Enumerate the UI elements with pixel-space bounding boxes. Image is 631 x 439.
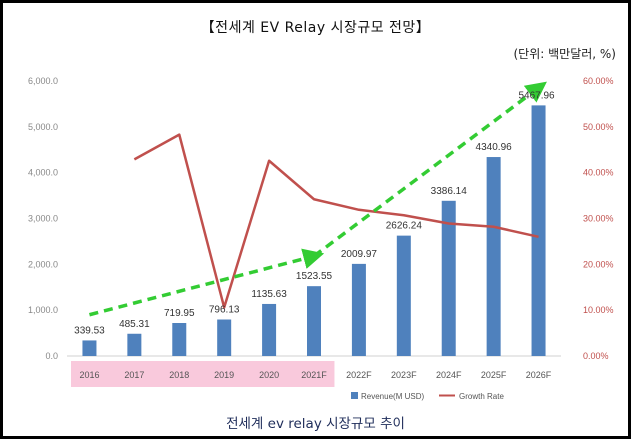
y-right-tick: 60.00% <box>583 76 614 86</box>
trend-arrow <box>312 81 547 258</box>
bar <box>82 340 97 356</box>
x-tick-label: 2017 <box>124 370 144 380</box>
x-tick-label: 2023F <box>391 370 417 380</box>
bar <box>307 286 321 356</box>
data-label: 339.53 <box>74 325 105 336</box>
y-left-tick: 5,000.0 <box>28 122 58 132</box>
x-tick-label: 2021F <box>301 370 327 380</box>
y-right-tick: 30.00% <box>583 214 614 224</box>
bar <box>351 263 366 356</box>
data-label: 2009.97 <box>341 249 378 260</box>
x-tick-label: 2018 <box>169 370 189 380</box>
chart-svg: 0.0 1,000.0 2,000.0 3,000.0 4,000.0 5,000.0 6,… <box>28 76 614 401</box>
y-left-tick: 0.0 <box>45 351 58 361</box>
bar <box>172 323 187 356</box>
data-label: 3386.14 <box>431 186 468 197</box>
trend-arrow <box>89 248 325 317</box>
y-left-tick: 4,000.0 <box>28 168 58 178</box>
data-label: 4340.96 <box>476 142 513 153</box>
bar <box>531 105 546 357</box>
legend-label-growth: Growth Rate <box>459 392 504 401</box>
y-left-tick: 6,000.0 <box>28 76 58 86</box>
y-right-tick: 20.00% <box>583 259 614 269</box>
bar <box>217 319 232 356</box>
y-right-tick: 50.00% <box>583 122 614 132</box>
growth-line <box>133 133 539 309</box>
data-label: 719.95 <box>164 308 195 319</box>
y-left-tick: 3,000.0 <box>28 214 58 224</box>
chart-title: 【전세계 EV Relay 시장규모 전망】 <box>200 20 431 36</box>
data-label: 1135.63 <box>251 289 287 300</box>
data-label: 1523.55 <box>296 271 333 282</box>
legend-label-revenue: Revenue(M USD) <box>361 392 424 401</box>
data-label: 485.31 <box>119 319 150 330</box>
y-left-tick: 1,000.0 <box>28 305 58 315</box>
highlight-band <box>71 361 335 387</box>
data-label: 5467.96 <box>518 90 555 101</box>
bar <box>441 200 456 356</box>
y-right-tick: 0.00% <box>583 351 609 361</box>
data-label: 796.13 <box>209 305 240 316</box>
y-right-tick: 40.00% <box>583 168 614 178</box>
chart-frame: 【전세계 EV Relay 시장규모 전망】 (단위: 백만달러, %) 0.0… <box>3 3 628 436</box>
x-tick-label: 2016 <box>79 370 99 380</box>
x-tick-label: 2024F <box>436 370 462 380</box>
bar <box>127 333 142 356</box>
x-tick-label: 2022F <box>346 370 372 380</box>
bar <box>486 157 501 356</box>
bar <box>396 235 411 356</box>
data-label: 2626.24 <box>386 221 423 232</box>
unit-note: (단위: 백만달러, %) <box>513 47 617 61</box>
chart-caption: 전세계 ev relay 시장규모 추이 <box>226 416 405 432</box>
x-tick-label: 2020 <box>259 370 279 380</box>
y-left-tick: 2,000.0 <box>28 259 58 269</box>
bar <box>262 303 277 356</box>
legend-swatch-revenue <box>351 392 358 399</box>
y-right-tick: 10.00% <box>583 305 614 315</box>
x-tick-label: 2019 <box>214 370 234 380</box>
x-tick-label: 2026F <box>526 370 552 380</box>
x-tick-label: 2025F <box>481 370 507 380</box>
